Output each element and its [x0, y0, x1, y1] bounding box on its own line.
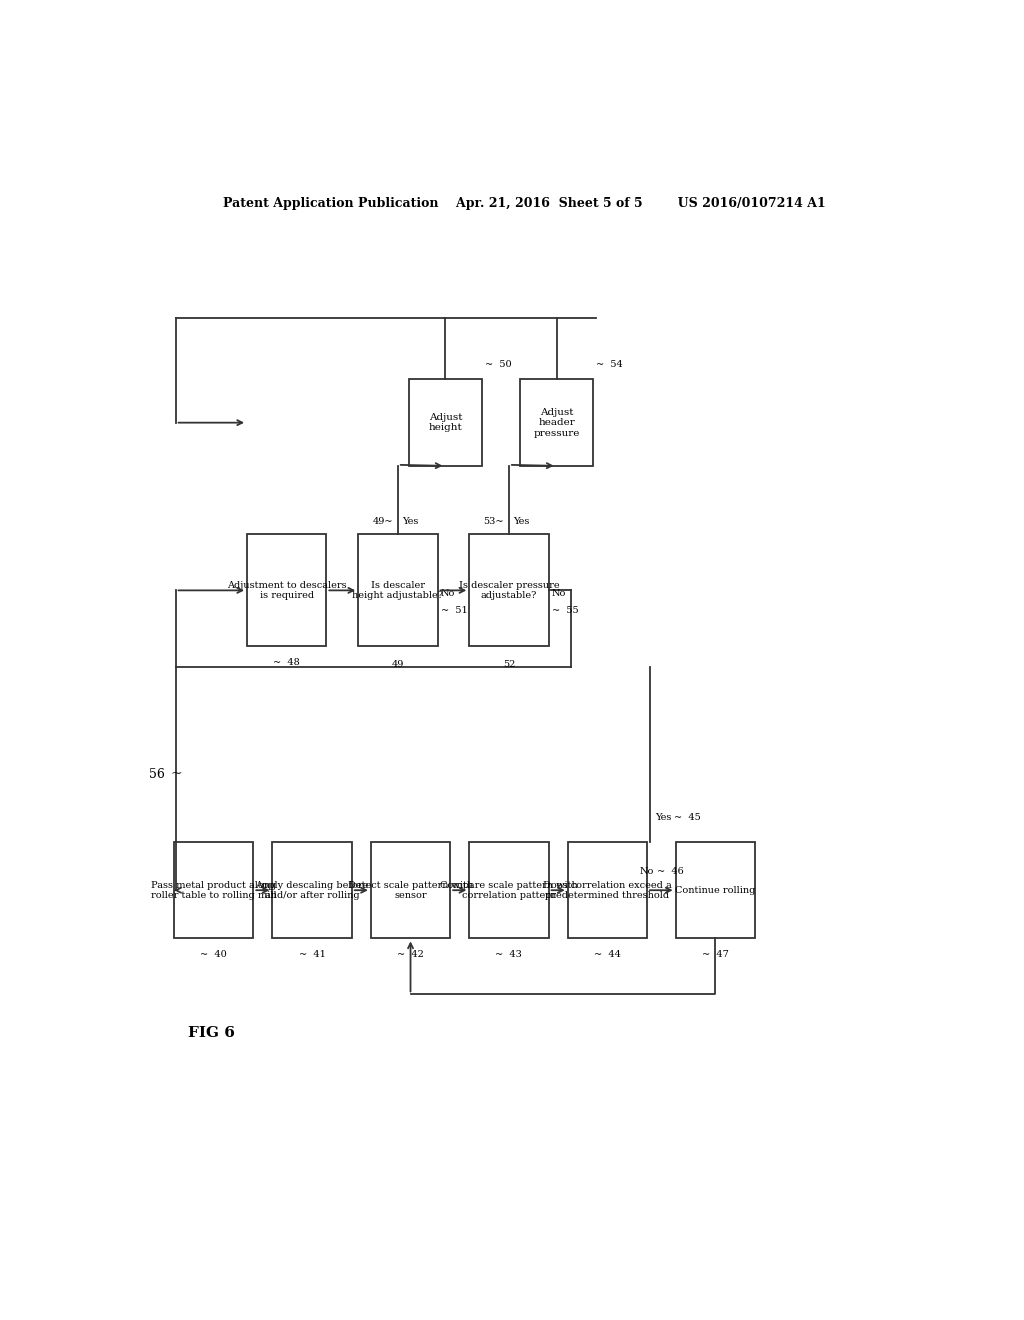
Text: ~  51: ~ 51: [440, 606, 467, 615]
Text: ~  47: ~ 47: [701, 950, 729, 958]
Text: ~  40: ~ 40: [201, 950, 227, 958]
Bar: [676, 842, 755, 939]
Text: ~  55: ~ 55: [552, 606, 579, 615]
Text: Pass metal product along
roller table to rolling mill: Pass metal product along roller table to…: [151, 880, 276, 900]
Bar: [371, 842, 451, 939]
Bar: [272, 842, 352, 939]
Text: Is descaler pressure
adjustable?: Is descaler pressure adjustable?: [459, 581, 559, 601]
Bar: [409, 379, 482, 466]
Text: ~  43: ~ 43: [496, 950, 522, 958]
Text: No: No: [640, 867, 654, 876]
Text: Does correlation exceed a
predetermined threshold: Does correlation exceed a predetermined …: [543, 880, 672, 900]
Text: 49~: 49~: [373, 517, 393, 527]
Text: 52: 52: [503, 660, 515, 669]
Text: No: No: [440, 590, 455, 598]
Bar: [469, 535, 549, 647]
Text: Yes: Yes: [401, 517, 418, 527]
Text: ~: ~: [171, 767, 182, 781]
Text: ~  46: ~ 46: [657, 867, 684, 876]
Text: ~  41: ~ 41: [299, 950, 326, 958]
Text: 49: 49: [391, 660, 404, 669]
Text: Continue rolling: Continue rolling: [675, 886, 756, 895]
Text: ~  48: ~ 48: [273, 657, 300, 667]
Text: Compare scale pattern with
correlation pattern: Compare scale pattern with correlation p…: [440, 880, 578, 900]
Text: ~  42: ~ 42: [397, 950, 424, 958]
Text: Yes: Yes: [513, 517, 529, 527]
Text: No: No: [552, 590, 566, 598]
Bar: [358, 535, 437, 647]
Text: Patent Application Publication    Apr. 21, 2016  Sheet 5 of 5        US 2016/010: Patent Application Publication Apr. 21, …: [223, 197, 826, 210]
Text: ~  44: ~ 44: [594, 950, 621, 958]
Text: ~  45: ~ 45: [674, 813, 700, 821]
Text: Is descaler
height adjustable?: Is descaler height adjustable?: [352, 581, 443, 601]
Text: Yes: Yes: [655, 813, 672, 821]
Text: FIG 6: FIG 6: [187, 1026, 234, 1040]
Text: Apply descaling before
and/or after rolling: Apply descaling before and/or after roll…: [255, 880, 369, 900]
Text: 56: 56: [148, 768, 165, 781]
Bar: [469, 842, 549, 939]
Bar: [247, 535, 327, 647]
Text: Detect scale pattern with
sensor: Detect scale pattern with sensor: [348, 880, 473, 900]
Bar: [174, 842, 253, 939]
Text: 53~: 53~: [483, 517, 504, 527]
Bar: [520, 379, 593, 466]
Text: ~  50: ~ 50: [485, 360, 512, 370]
Text: ~  54: ~ 54: [596, 360, 623, 370]
Text: Adjustment to descalers
is required: Adjustment to descalers is required: [227, 581, 346, 601]
Text: Adjust
header
pressure: Adjust header pressure: [534, 408, 580, 437]
Text: Adjust
height: Adjust height: [429, 413, 462, 433]
Bar: [567, 842, 647, 939]
